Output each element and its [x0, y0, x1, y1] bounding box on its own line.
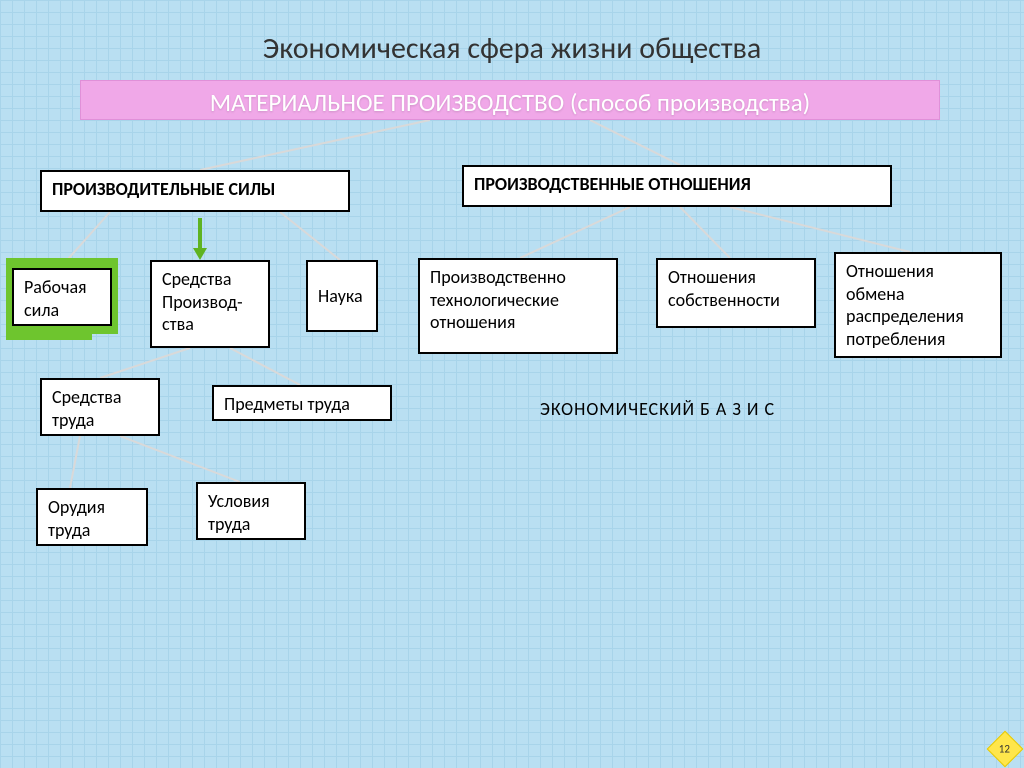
box-conditions: Условиятруда	[196, 482, 306, 540]
slide-title: Экономическая сфера жизни общества	[0, 30, 1024, 67]
box-tools: Орудиятруда	[36, 488, 148, 546]
green-arrow-down	[193, 218, 207, 260]
box-workforce: Рабочаясила	[12, 268, 112, 326]
box-productive-forces: ПРОИЗВОДИТЕЛЬНЫЕ СИЛЫ	[40, 170, 350, 212]
box-ownership-relations: Отношениясобственности	[656, 258, 816, 328]
box-labor-means: Средстватруда	[40, 378, 160, 436]
arrow-shaft	[198, 218, 202, 248]
box-science: Наука	[306, 260, 378, 332]
box-production-relations: ПРОИЗВОДСТВЕННЫЕ ОТНОШЕНИЯ	[462, 165, 892, 207]
arrow-head	[193, 248, 207, 260]
main-banner: МАТЕРИАЛЬНОЕ ПРОИЗВОДСТВО (способ произв…	[80, 80, 940, 120]
basis-label: ЭКОНОМИЧЕСКИЙ Б А З И С	[540, 398, 775, 420]
page-number-badge: 12	[987, 731, 1024, 768]
slide: Экономическая сфера жизни общества МАТЕР…	[0, 0, 1024, 768]
green-accent-strip	[6, 330, 92, 340]
page-number: 12	[999, 743, 1010, 756]
box-exchange-relations: Отношенияобменараспределенияпотребления	[834, 252, 1002, 358]
box-labor-objects: Предметы труда	[212, 385, 392, 421]
box-tech-relations: Производственнотехнологическиеотношения	[418, 258, 618, 354]
box-means-production: СредстваПроизвод-ства	[150, 260, 270, 348]
